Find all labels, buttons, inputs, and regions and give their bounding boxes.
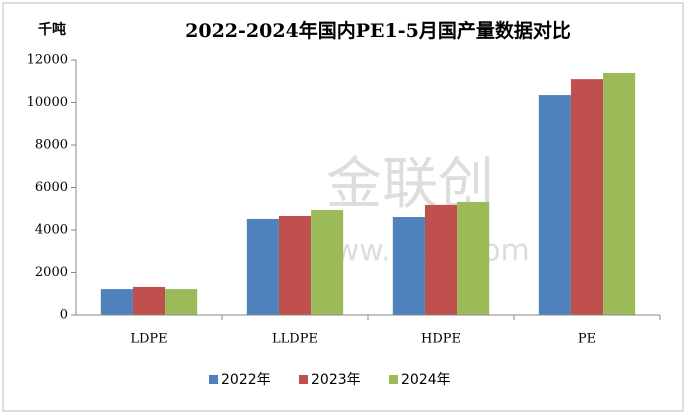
x-tick-label: HDPE (421, 332, 461, 347)
y-tick-label: 10000 (27, 95, 68, 110)
legend-swatch (209, 375, 218, 384)
x-tick-label: LDPE (130, 332, 167, 347)
bar (100, 289, 133, 315)
bar (246, 218, 279, 315)
y-tick-label: 2000 (35, 265, 68, 280)
legend-swatch (389, 375, 398, 384)
bar (132, 286, 166, 315)
bar (165, 289, 198, 315)
bar (392, 217, 425, 315)
y-tick-label: 8000 (35, 138, 68, 153)
bar (538, 95, 571, 315)
bar (570, 79, 604, 315)
y-tick-label: 12000 (27, 53, 68, 68)
legend-label: 2024年 (401, 372, 451, 388)
x-tick-label: LLDPE (272, 332, 318, 347)
y-tick-label: 4000 (35, 223, 68, 238)
legend-swatch (299, 375, 308, 384)
bar (311, 210, 344, 315)
legend-label: 2023年 (311, 372, 361, 388)
y-tick-label: 0 (60, 308, 68, 323)
x-tick-label: PE (578, 332, 596, 347)
bar (424, 204, 458, 315)
bar (457, 201, 490, 315)
bar (278, 215, 312, 315)
y-axis-label: 千吨 (38, 21, 66, 38)
y-tick-label: 6000 (35, 180, 68, 195)
chart-title: 2022-2024年国内PE1-5月国产量数据对比 (185, 19, 571, 42)
bar (603, 72, 636, 316)
legend-label: 2022年 (221, 372, 271, 388)
